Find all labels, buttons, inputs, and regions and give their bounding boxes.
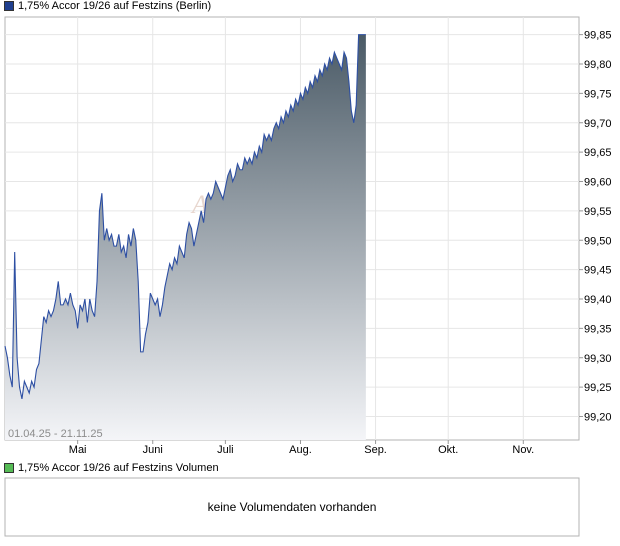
volume-panel-message: keine Volumendaten vorhanden (207, 500, 377, 514)
x-tick-label: Mai (69, 444, 87, 456)
volume-legend-swatch (4, 463, 14, 473)
x-tick-label: Nov. (512, 444, 534, 456)
y-tick-label: 99,70 (584, 118, 612, 130)
y-tick-label: 99,80 (584, 59, 612, 71)
y-tick-label: 99,40 (584, 294, 612, 306)
y-tick-label: 99,65 (584, 147, 612, 159)
price-legend: 1,75% Accor 19/26 auf Festzins (Berlin) (4, 0, 211, 12)
price-line (4, 34, 366, 399)
price-legend-label: 1,75% Accor 19/26 auf Festzins (Berlin) (18, 0, 212, 12)
y-tick-label: 99,45 (584, 265, 612, 277)
y-tick-label: 99,60 (584, 177, 612, 189)
date-range-label: 01.04.25 - 21.11.25 (8, 428, 103, 440)
y-tick-label: 99,20 (584, 412, 612, 424)
volume-legend-label: 1,75% Accor 19/26 auf Festzins Volumen (18, 462, 219, 474)
y-tick-label: 99,50 (584, 235, 612, 247)
y-tick-label: 99,25 (584, 382, 612, 394)
y-tick-label: 99,30 (584, 353, 612, 365)
x-tick-label: Juni (143, 444, 163, 456)
x-tick-label: Aug. (289, 444, 312, 456)
price-area (5, 34, 366, 440)
x-tick-label: Sep. (364, 444, 387, 456)
volume-panel-frame (4, 477, 580, 537)
y-tick-label: 99,75 (584, 88, 612, 100)
y-tick-label: 99,85 (584, 30, 612, 42)
volume-legend: 1,75% Accor 19/26 auf Festzins Volumen (4, 462, 219, 474)
y-tick-label: 99,55 (584, 206, 612, 218)
y-tick-label: 99,35 (584, 323, 612, 335)
x-tick-label: Juli (217, 444, 234, 456)
price-legend-swatch (4, 1, 14, 11)
x-tick-label: Okt. (438, 444, 458, 456)
